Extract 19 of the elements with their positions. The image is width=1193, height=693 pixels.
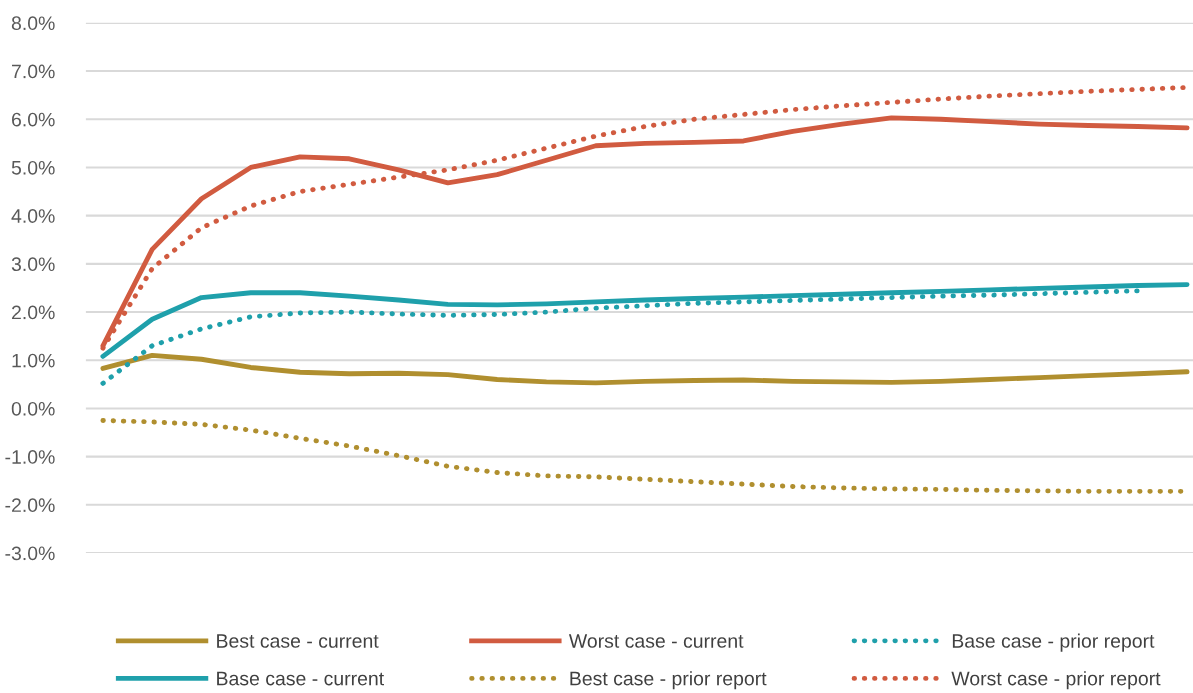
y-tick-label: 5.0% <box>11 160 55 175</box>
y-tick-label: 4.0% <box>11 209 55 223</box>
legend-label: Worst case - current <box>568 634 744 648</box>
y-tick-label: 3.0% <box>11 257 55 272</box>
legend-label: Worst case - prior report <box>951 671 1161 690</box>
y-tick-label: 6.0% <box>12 112 55 127</box>
y-tick-label: 2.0% <box>12 305 55 320</box>
y-tick-label: 1.0% <box>12 353 55 368</box>
line-series <box>100 352 1190 386</box>
legend-label: Best case - current <box>217 634 379 648</box>
y-tick-label: 8.0% <box>11 16 55 31</box>
legend-label: Base case - prior report <box>952 633 1155 652</box>
y-tick-label: 0.0% <box>11 401 55 416</box>
y-tick-label: -1.0% <box>5 450 55 464</box>
y-tick-label: -3.0% <box>5 546 55 561</box>
legend-label: Base case - current <box>217 671 384 686</box>
y-tick-label: 7.0% <box>12 64 55 79</box>
legend-label: Best case - prior report <box>570 671 767 690</box>
y-tick-label: -2.0% <box>5 498 55 513</box>
